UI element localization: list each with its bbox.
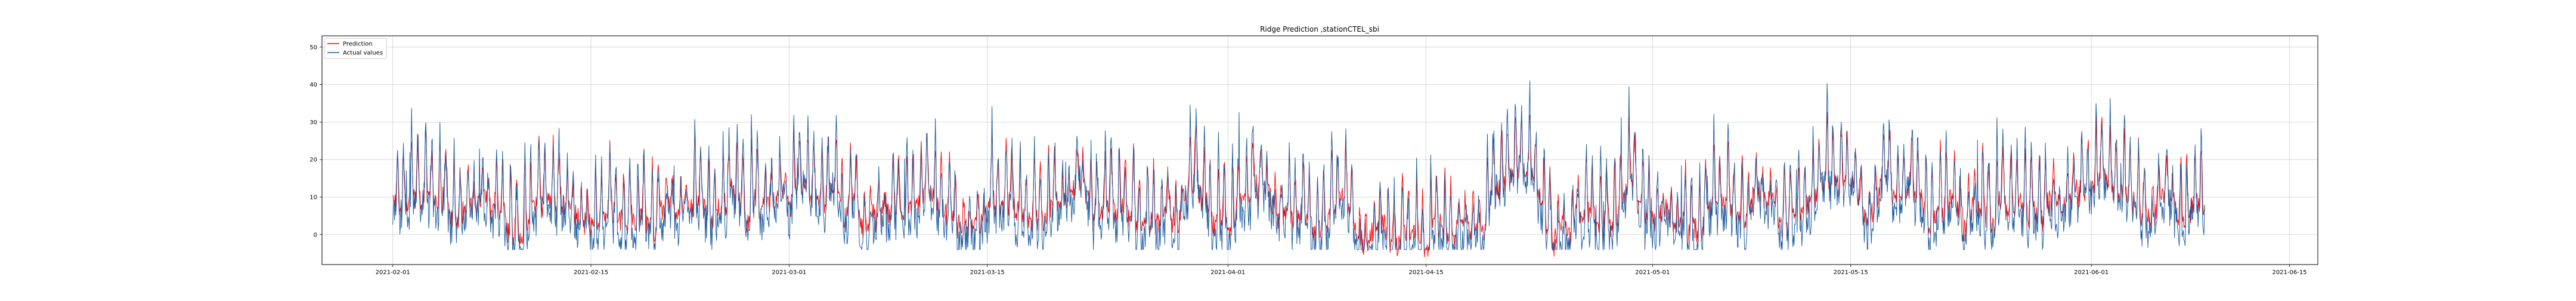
series-actual-line [392,80,2205,250]
x-tick-label: 2021-05-15 [1834,269,1868,276]
y-tick-label: 10 [309,194,317,201]
chart-title: Ridge Prediction ,stationCTEL_sbi [1260,25,1379,33]
legend-label-prediction: Prediction [343,41,373,48]
x-tick-label: 2021-06-01 [2074,269,2109,276]
plot-frame [321,35,2318,265]
legend-box [324,38,387,59]
x-tick-label: 2021-04-15 [1408,269,1443,276]
y-tick-label: 40 [309,82,317,88]
x-tick-label: 2021-02-15 [574,269,608,276]
y-tick-label: 50 [309,44,317,51]
y-tick-label: 30 [309,119,317,126]
x-tick-label: 2021-02-01 [376,269,410,276]
series-lines [392,80,2205,257]
x-tick-label: 2021-04-01 [1210,269,1245,276]
x-tick-label: 2021-06-15 [2272,269,2306,276]
legend: Prediction Actual values [324,38,387,59]
x-tick-label: 2021-03-01 [772,269,806,276]
y-axis: 0 10 20 30 40 50 [309,44,322,238]
legend-label-actual: Actual values [343,50,383,57]
y-tick-label: 20 [309,157,317,164]
x-tick-label: 2021-05-01 [1635,269,1670,276]
y-tick-label: 0 [314,232,317,238]
x-tick-label: 2021-03-15 [970,269,1005,276]
x-axis: 2021-02-01 2021-02-15 2021-03-01 2021-03-15… [376,265,2307,276]
